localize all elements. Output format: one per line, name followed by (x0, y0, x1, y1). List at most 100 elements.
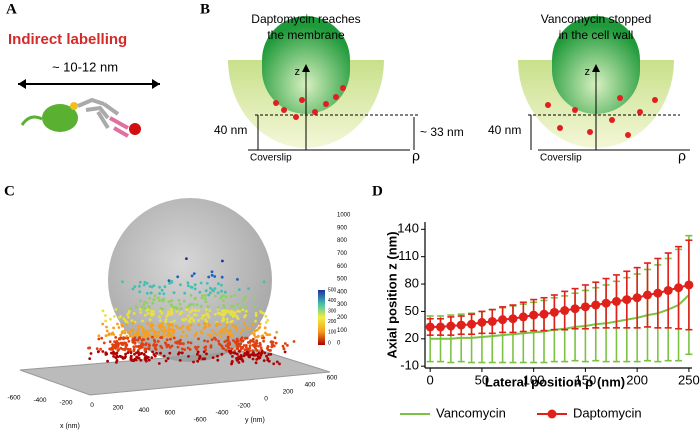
point (164, 318, 168, 321)
data-point (446, 321, 456, 331)
y-tick-label: -400 (215, 410, 228, 417)
point (185, 334, 188, 337)
point (230, 362, 233, 366)
point (112, 315, 116, 318)
point (231, 324, 235, 327)
point (114, 308, 118, 311)
point (220, 283, 223, 287)
point (236, 358, 240, 361)
membrane-diagram-right (518, 16, 690, 151)
x-tick-label: 200 (626, 372, 648, 387)
point (239, 345, 243, 349)
point (240, 355, 243, 358)
point (104, 334, 108, 338)
point (168, 281, 171, 285)
legend-label: Daptomycin (573, 405, 642, 420)
point (214, 338, 218, 341)
point (88, 357, 92, 360)
point (230, 304, 233, 308)
point (232, 351, 235, 355)
point (129, 356, 133, 360)
point (186, 281, 190, 285)
data-point (529, 310, 539, 320)
colorbar-tick-label: 300 (328, 309, 337, 315)
point (115, 361, 118, 364)
point (165, 338, 169, 342)
point (100, 336, 104, 340)
point (87, 346, 90, 350)
point (101, 350, 105, 353)
point (179, 307, 183, 310)
colorbar-tick-label: 400 (328, 298, 337, 304)
point (263, 326, 267, 330)
point (152, 298, 156, 301)
point (97, 337, 101, 341)
point (216, 354, 219, 358)
point (148, 344, 152, 347)
point (251, 322, 255, 326)
point (266, 333, 270, 336)
panel-label: C (4, 183, 15, 199)
point (148, 318, 152, 322)
point (179, 342, 183, 345)
point (118, 354, 122, 358)
point (155, 343, 158, 347)
point (172, 306, 176, 309)
point (99, 347, 102, 351)
point (190, 274, 194, 278)
point (209, 345, 213, 349)
y-tick-label: -10 (400, 358, 419, 373)
point (178, 340, 182, 343)
point (252, 332, 256, 336)
point (120, 331, 124, 335)
point (111, 343, 114, 346)
z-tick-label: 1000 (337, 213, 351, 219)
point (126, 351, 130, 355)
point (265, 354, 268, 358)
point (176, 275, 180, 279)
point (157, 334, 161, 338)
point (147, 346, 151, 350)
point (157, 362, 161, 365)
point (105, 329, 109, 333)
point (114, 356, 118, 360)
point (127, 331, 130, 335)
point (257, 344, 260, 348)
point (222, 331, 226, 335)
point (205, 312, 209, 316)
point (119, 336, 123, 340)
point (119, 315, 123, 318)
point (197, 319, 200, 322)
point (193, 308, 197, 312)
point (147, 333, 151, 337)
point (126, 313, 129, 316)
point (238, 310, 242, 313)
point (106, 359, 109, 363)
point (151, 301, 155, 305)
point (123, 331, 127, 335)
point (140, 325, 143, 328)
point (191, 308, 194, 312)
point (274, 341, 278, 345)
x-tick-label: 0 (427, 372, 434, 387)
point (252, 340, 256, 344)
legend-label: Vancomycin (436, 405, 506, 420)
point (221, 259, 224, 263)
point (160, 336, 164, 339)
point (168, 351, 172, 355)
point (136, 324, 140, 328)
point (153, 354, 157, 358)
y-tick-label: 50 (405, 303, 419, 318)
point (200, 331, 204, 335)
point (256, 352, 260, 356)
point (198, 290, 202, 294)
point (185, 257, 188, 260)
point (197, 309, 201, 312)
point (232, 304, 235, 308)
point (157, 330, 161, 334)
point (180, 347, 184, 351)
point (160, 288, 164, 292)
point (113, 343, 117, 347)
point (167, 331, 170, 335)
point (159, 309, 162, 313)
